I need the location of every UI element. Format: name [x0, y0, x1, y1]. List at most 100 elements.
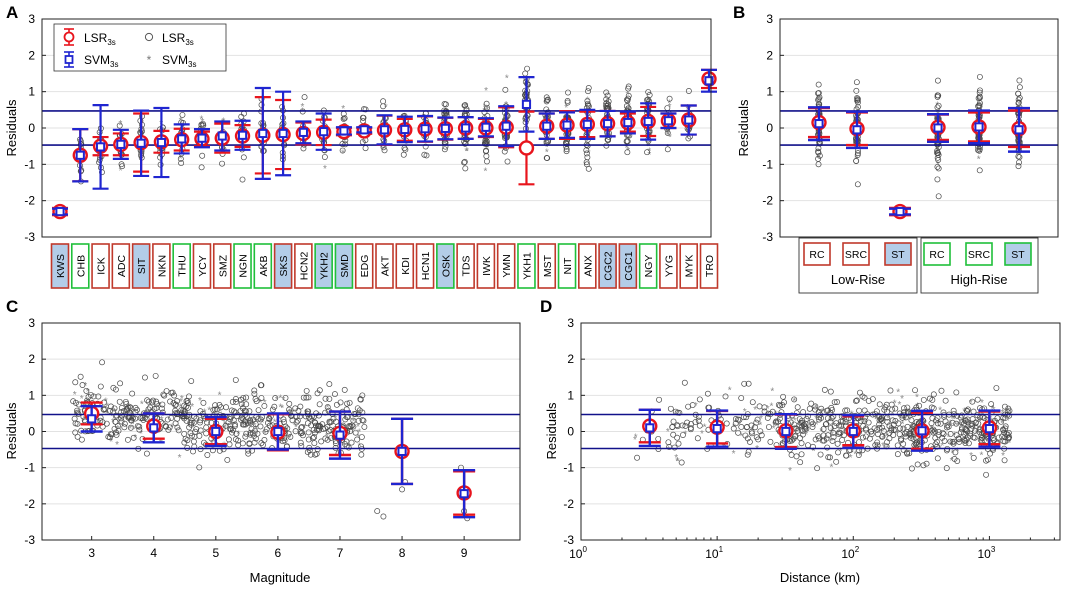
- lsr-residual-point: [563, 148, 570, 155]
- lsr-residual-point: [894, 451, 901, 458]
- svm-residual-point: *: [271, 410, 275, 421]
- lsr-residual-point: [239, 421, 246, 428]
- lsr-residual-point: [1016, 77, 1023, 84]
- station-tag: NKN: [152, 243, 171, 289]
- lsr-residual-point: [624, 149, 631, 156]
- lsr-residual-point: [797, 419, 804, 426]
- svm-residual-point: *: [633, 435, 637, 446]
- svm-residual-point: *: [253, 429, 257, 440]
- lsr-residual-point: [735, 429, 742, 436]
- svm-residual-point: *: [969, 451, 973, 462]
- lsr-residual-point: [359, 417, 366, 423]
- svm-residual-point: *: [955, 446, 959, 457]
- station-tag-box: [598, 243, 617, 289]
- lsr-residual-point: [524, 81, 531, 88]
- lsr-residual-point: [780, 393, 787, 400]
- svm-mean-marker: [87, 414, 97, 424]
- svm-residual-point: *: [301, 102, 305, 113]
- y-tick-label: 3: [28, 316, 35, 330]
- legend-label-svm-errorbar: SVM3s: [84, 53, 118, 69]
- lsr-residual-point: [339, 147, 346, 154]
- lsr-residual-point: [161, 392, 168, 399]
- svm-residual-point: *: [890, 411, 894, 422]
- lsr-residual-point: [357, 396, 364, 403]
- group-box-high-rise: High-Rise: [920, 237, 1039, 294]
- svm-mean-marker: [237, 130, 248, 140]
- station-tag-label: TRO: [704, 255, 716, 277]
- lsr-residual-point: [174, 409, 181, 416]
- lsr-residual-point: [898, 437, 905, 444]
- lsr-residual-point: [233, 413, 240, 420]
- svm-residual-point: *: [278, 394, 282, 405]
- lsr-residual-point: [243, 430, 250, 437]
- station-tag-box: [659, 243, 678, 289]
- lsr-residual-point: [754, 416, 761, 423]
- lsr-residual-point: [183, 397, 190, 404]
- station-tag-box: [557, 243, 577, 289]
- station-tag: YYG: [659, 243, 678, 289]
- station-tag: ADC: [111, 243, 131, 289]
- lsr-residual-point: [345, 444, 352, 451]
- svm-residual-point: *: [980, 398, 984, 409]
- lsr-residual-point: [483, 158, 490, 165]
- lsr-residual-point: [106, 434, 113, 441]
- lsr-residual-point: [311, 434, 318, 441]
- svm-residual-point: *: [526, 78, 530, 89]
- lsr-residual-point: [313, 451, 320, 457]
- structure-tag: ST: [884, 242, 912, 266]
- structure-tag-label: ST: [1011, 249, 1025, 261]
- lsr-residual-point: [311, 440, 318, 447]
- svm-residual-point: *: [830, 426, 834, 437]
- svm-residual-point: *: [854, 154, 858, 165]
- station-tag: AKT: [375, 243, 394, 289]
- station-tag-box: [537, 243, 557, 289]
- svm-mean-marker: [481, 122, 491, 132]
- svm-residual-point: *: [625, 144, 629, 155]
- lsr-residual-point: [944, 422, 951, 429]
- lsr-residual-point: [767, 438, 774, 445]
- lsr-residual-point: [819, 437, 826, 444]
- lsr-residual-point: [263, 426, 270, 433]
- lsr-residual-point: [136, 426, 143, 433]
- station-tag-box: [456, 243, 475, 289]
- lsr-residual-point: [815, 148, 821, 155]
- asterisk-icon: *: [147, 53, 152, 67]
- station-tag: EDG: [354, 243, 374, 289]
- lsr-residual-point: [748, 422, 755, 429]
- lsr-residual-point: [999, 433, 1005, 440]
- lsr-residual-point: [688, 421, 695, 428]
- station-tag-label: NKN: [156, 255, 168, 277]
- y-tick-label: -3: [24, 230, 35, 244]
- lsr-residual-point: [972, 427, 978, 434]
- lsr-residual-point: [976, 167, 983, 174]
- svm-residual-point: *: [109, 437, 113, 448]
- lsr-residual-point: [360, 114, 367, 121]
- lsr-residual-point: [280, 416, 287, 423]
- lsr-residual-point: [313, 426, 320, 433]
- lsr-residual-point: [975, 103, 982, 110]
- lsr-residual-point: [876, 421, 883, 428]
- svm-residual-point: *: [626, 90, 630, 101]
- lsr-residual-point: [854, 181, 861, 188]
- lsr-residual-point: [953, 389, 960, 396]
- lsr-residual-point: [837, 418, 844, 425]
- station-tag: HCN2: [294, 243, 313, 289]
- station-tag: AKB: [253, 243, 273, 289]
- lsr-residual-point: [75, 401, 82, 408]
- lsr-residual-point: [839, 437, 846, 443]
- svm-residual-point: *: [688, 103, 692, 114]
- lsr-residual-point: [930, 426, 937, 433]
- x-tick-label: 7: [337, 546, 344, 560]
- svm-mean-marker: [75, 150, 85, 160]
- svm-residual-point: *: [119, 166, 123, 177]
- panel-d: ******************************** *** *****…: [544, 316, 1061, 585]
- lsr-residual-point: [775, 401, 782, 408]
- svm-residual-point: *: [645, 104, 649, 115]
- svm-residual-point: *: [356, 422, 360, 433]
- svm-residual-point: *: [817, 154, 821, 165]
- svm-residual-point: *: [239, 415, 243, 426]
- lsr-residual-point: [201, 439, 207, 446]
- ylabel-a: Residuals: [4, 99, 19, 157]
- svm-residual-point: *: [277, 439, 281, 450]
